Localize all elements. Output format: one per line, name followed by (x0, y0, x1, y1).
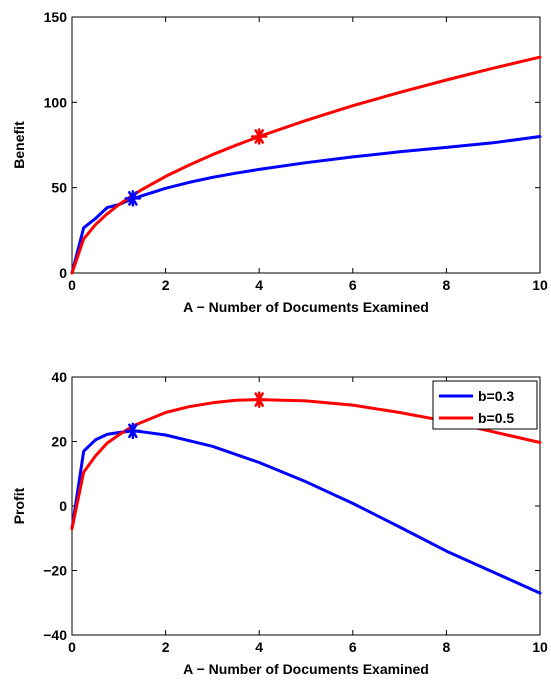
profit-x-tick-label: 8 (443, 639, 451, 655)
benefit-x-tick-label: 0 (68, 277, 76, 293)
benefit-y-tick-label: 150 (44, 9, 68, 25)
profit-y-ticks: −40 −20 0 20 40 (43, 369, 540, 643)
profit-y-axis-label: Profit (11, 487, 27, 524)
legend-box (432, 380, 538, 430)
profit-series-line-1 (70, 398, 542, 531)
profit-legend: b=0.3 b=0.5 (432, 380, 538, 430)
benefit-y-tick-label: 0 (59, 265, 67, 281)
profit-series-line-0 (70, 429, 542, 595)
profit-y-tick-label: −20 (43, 563, 67, 579)
profit-markers (124, 391, 268, 440)
profit-x-tick-label: 4 (255, 639, 263, 655)
benefit-x-tick-label: 6 (349, 277, 357, 293)
profit-optimum-marker-1 (250, 391, 268, 408)
profit-x-ticks: 0 2 4 6 8 10 (68, 377, 548, 655)
benefit-y-ticks: 0 50 100 150 (44, 9, 540, 281)
benefit-x-tick-label: 2 (162, 277, 170, 293)
benefit-y-tick-label: 50 (51, 180, 67, 196)
benefit-series (70, 55, 542, 275)
profit-y-tick-label: 0 (59, 498, 67, 514)
benefit-optimum-marker-1 (250, 128, 268, 145)
benefit-x-tick-label: 10 (532, 277, 548, 293)
profit-y-tick-label: 20 (51, 434, 67, 450)
profit-y-tick-label: 40 (51, 369, 67, 385)
profit-x-tick-label: 10 (532, 639, 548, 655)
benefit-x-tick-label: 8 (443, 277, 451, 293)
benefit-series-line-1 (70, 55, 542, 275)
profit-x-tick-label: 6 (349, 639, 357, 655)
profit-chart: 0 2 4 6 8 10 −40 −20 0 20 40 b=0.3 b=0.5 A − Numb… (11, 369, 548, 677)
benefit-y-axis-label: Benefit (11, 121, 27, 169)
benefit-optimum-marker-0 (124, 190, 142, 207)
benefit-chart: 0 2 4 6 8 10 0 50 100 150 A − Number of Document… (11, 9, 548, 315)
profit-y-tick-label: −40 (43, 627, 67, 643)
profit-x-tick-label: 0 (68, 639, 76, 655)
benefit-x-tick-label: 4 (255, 277, 263, 293)
benefit-y-tick-label: 100 (44, 94, 68, 110)
profit-x-tick-label: 2 (162, 639, 170, 655)
profit-optimum-marker-0 (124, 422, 142, 440)
legend-label-b03: b=0.3 (478, 388, 514, 404)
benefit-series-line-0 (70, 135, 542, 275)
benefit-markers (124, 128, 268, 207)
legend-label-b05: b=0.5 (478, 410, 514, 426)
profit-x-axis-label: A − Number of Documents Examined (183, 661, 429, 677)
profit-series (70, 398, 542, 595)
benefit-x-axis-label: A − Number of Documents Examined (183, 299, 429, 315)
